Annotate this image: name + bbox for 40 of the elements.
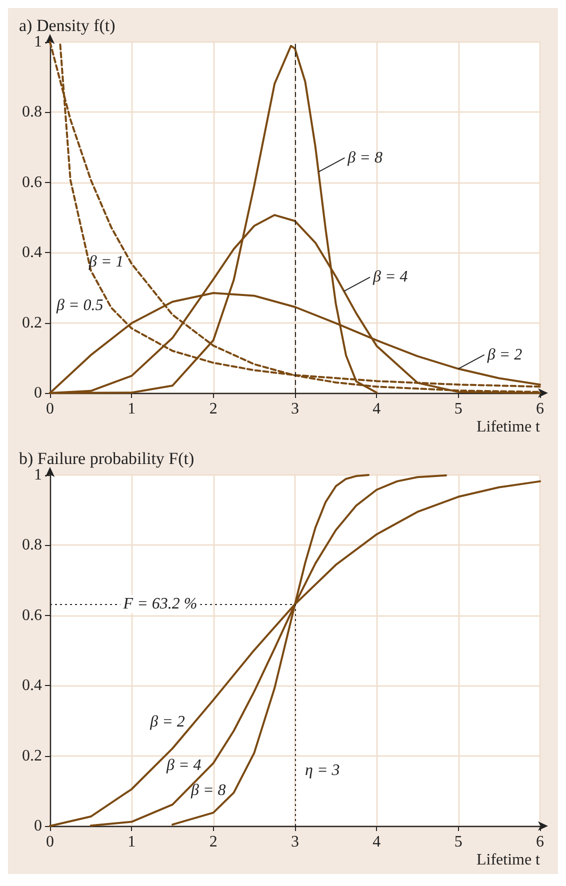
y-tick-label: 0.2 bbox=[22, 314, 42, 332]
x-tick-label: 4 bbox=[372, 834, 381, 850]
x-tick-label: 1 bbox=[128, 834, 136, 850]
ref-line-label: F = 63.2 % bbox=[122, 596, 198, 613]
chart-title: a) Density f(t) bbox=[19, 16, 116, 35]
x-tick-label: 5 bbox=[454, 834, 462, 850]
y-tick-label: 0.8 bbox=[22, 104, 42, 121]
x-tick-label: 6 bbox=[536, 834, 544, 850]
y-tick-label: 0.4 bbox=[22, 677, 42, 694]
annotation: β = 0.5 bbox=[55, 297, 104, 314]
x-tick-label: 2 bbox=[209, 400, 218, 418]
annotation: β = 4 bbox=[165, 756, 202, 774]
annotation: β = 8 bbox=[346, 149, 382, 166]
annotation: β = 1 bbox=[88, 253, 124, 270]
x-tick-label: 3 bbox=[291, 834, 299, 850]
y-tick-label: 0.8 bbox=[22, 536, 42, 554]
annotation: β = 2 bbox=[486, 346, 522, 364]
y-tick-label: 1 bbox=[34, 466, 42, 484]
x-tick-label: 4 bbox=[372, 400, 381, 418]
x-tick-label: 5 bbox=[454, 400, 462, 418]
annotation: β = 8 bbox=[190, 782, 226, 800]
x-tick-label: 6 bbox=[536, 400, 544, 418]
y-tick-label: 0.6 bbox=[22, 606, 42, 624]
y-tick-label: 0.6 bbox=[22, 174, 42, 191]
x-tick-label: 1 bbox=[128, 400, 136, 418]
y-tick-label: 0 bbox=[34, 384, 42, 402]
y-tick-label: 0 bbox=[34, 818, 42, 834]
x-tick-label: 3 bbox=[291, 400, 299, 418]
y-tick-label: 0.4 bbox=[22, 244, 42, 262]
annotation: β = 4 bbox=[372, 268, 408, 286]
annotation: β = 2 bbox=[149, 714, 185, 731]
ref-line-label: η = 3 bbox=[305, 762, 340, 780]
x-tick-label: 2 bbox=[209, 834, 218, 850]
x-tick-label: 0 bbox=[46, 400, 54, 418]
y-tick-label: 0.2 bbox=[22, 747, 42, 764]
chart-title: b) Failure probability F(t) bbox=[19, 449, 194, 468]
x-axis-title: Lifetime t bbox=[476, 852, 541, 868]
y-tick-label: 1 bbox=[34, 34, 42, 50]
x-tick-label: 0 bbox=[46, 834, 54, 850]
x-axis-title: Lifetime t bbox=[476, 418, 541, 436]
